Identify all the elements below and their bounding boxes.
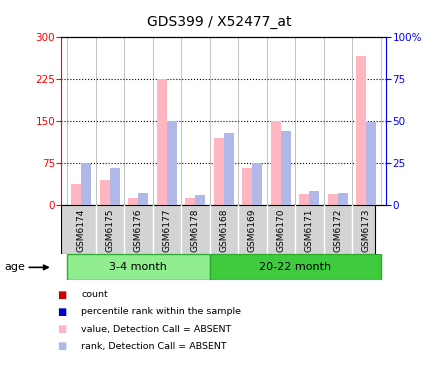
Text: GSM6170: GSM6170	[276, 208, 285, 252]
Bar	[223, 132, 233, 205]
Text: 20-22 month: 20-22 month	[258, 262, 330, 272]
Bar	[299, 194, 309, 205]
Bar	[128, 198, 138, 205]
Text: 3-4 month: 3-4 month	[109, 262, 167, 272]
Text: ■: ■	[57, 341, 66, 351]
Bar	[327, 194, 337, 205]
Text: ■: ■	[57, 324, 66, 334]
Text: value, Detection Call = ABSENT: value, Detection Call = ABSENT	[81, 325, 231, 333]
Bar	[185, 198, 195, 205]
Bar	[213, 138, 223, 205]
Bar	[100, 180, 110, 205]
Text: ■: ■	[57, 290, 66, 300]
Text: GSM6177: GSM6177	[162, 208, 171, 252]
Text: GSM6168: GSM6168	[219, 208, 228, 252]
Bar	[242, 168, 252, 205]
Text: count: count	[81, 290, 108, 299]
Text: age: age	[4, 262, 25, 272]
Bar	[110, 168, 120, 205]
Text: GSM6176: GSM6176	[134, 208, 143, 252]
FancyBboxPatch shape	[61, 205, 374, 254]
Bar	[195, 195, 205, 205]
FancyBboxPatch shape	[67, 254, 209, 280]
Bar	[309, 191, 318, 205]
Text: ■: ■	[57, 307, 66, 317]
Text: percentile rank within the sample: percentile rank within the sample	[81, 307, 240, 316]
Text: rank, Detection Call = ABSENT: rank, Detection Call = ABSENT	[81, 342, 226, 351]
FancyBboxPatch shape	[209, 254, 380, 280]
Bar	[356, 56, 366, 205]
Text: GSM6173: GSM6173	[361, 208, 370, 252]
Text: GSM6175: GSM6175	[105, 208, 114, 252]
Bar	[270, 121, 280, 205]
Bar	[252, 163, 262, 205]
Text: GDS399 / X52477_at: GDS399 / X52477_at	[147, 15, 291, 29]
Text: GSM6172: GSM6172	[332, 208, 342, 252]
Text: GSM6178: GSM6178	[191, 208, 199, 252]
Bar	[280, 131, 290, 205]
Text: GSM6171: GSM6171	[304, 208, 313, 252]
Text: GSM6169: GSM6169	[247, 208, 256, 252]
Text: GSM6174: GSM6174	[77, 208, 86, 252]
Bar	[366, 123, 375, 205]
Bar	[156, 79, 166, 205]
Bar	[71, 184, 81, 205]
Bar	[81, 163, 91, 205]
Bar	[166, 121, 177, 205]
Bar	[138, 193, 148, 205]
Bar	[337, 193, 347, 205]
